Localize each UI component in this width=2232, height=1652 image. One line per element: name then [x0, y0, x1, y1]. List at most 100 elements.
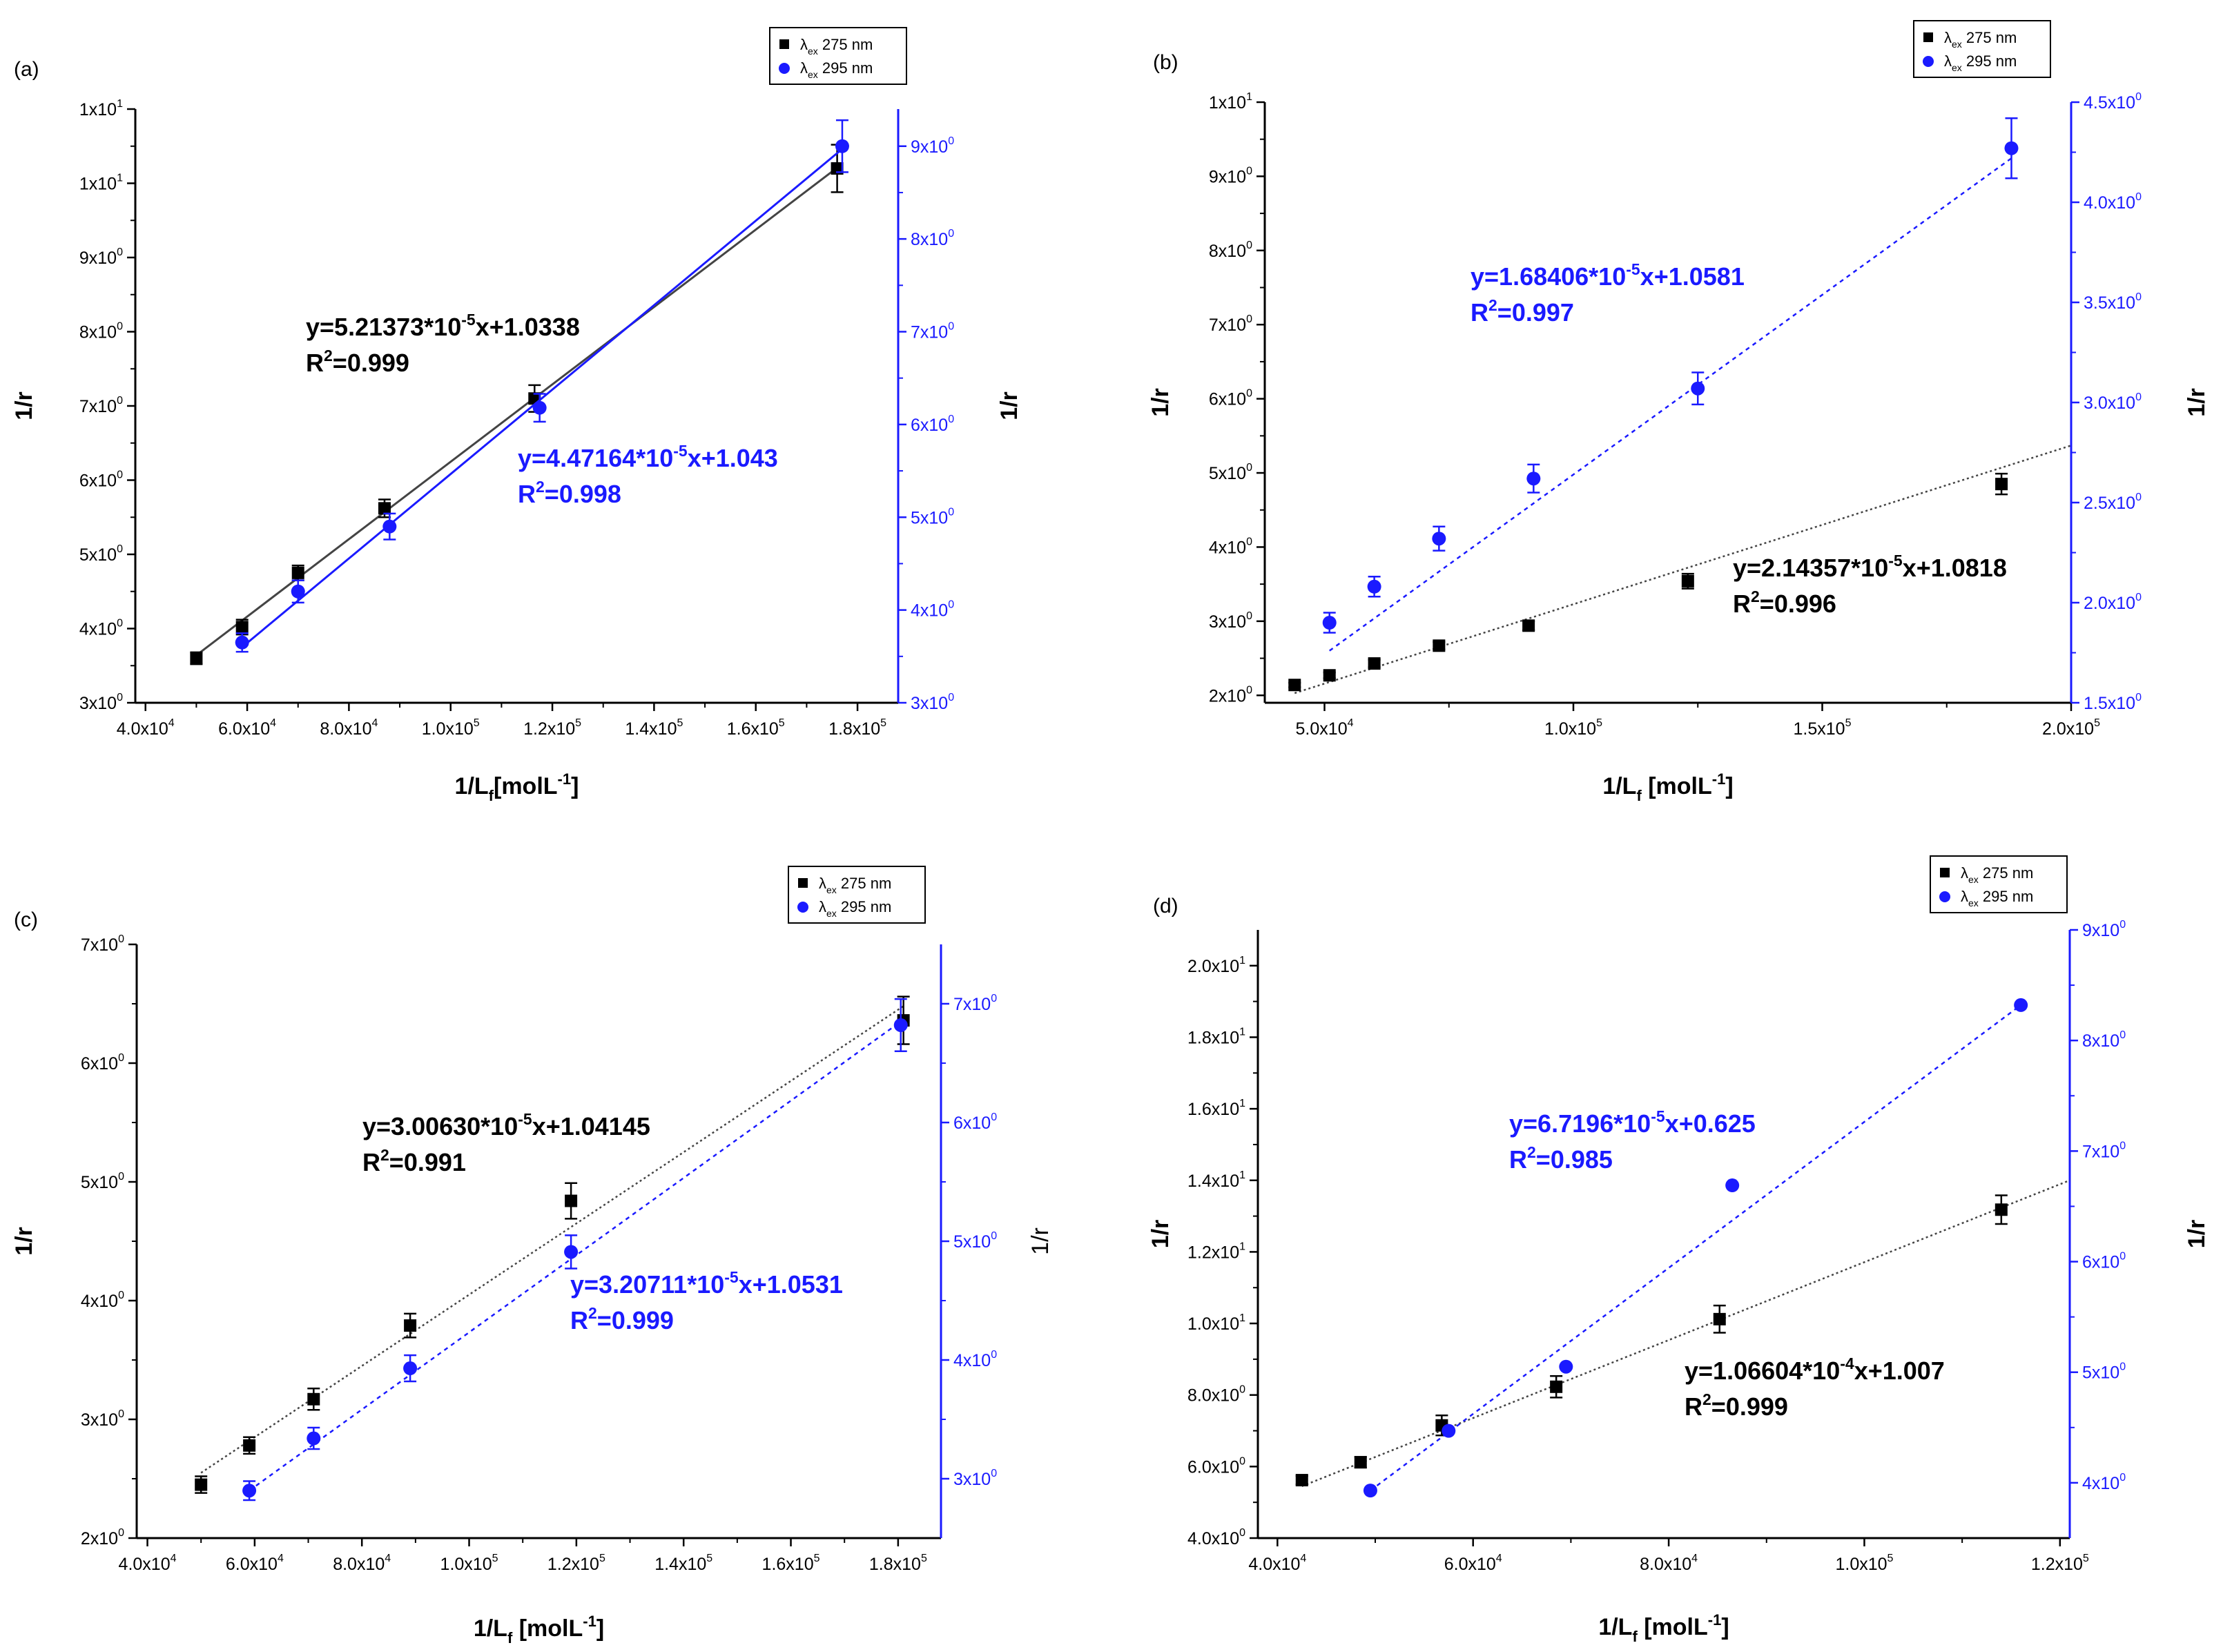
- x-tick-label-exp: 5: [921, 1553, 927, 1564]
- data-point-square: [190, 652, 203, 665]
- y-axis-title-right: 1/r: [2184, 388, 2210, 417]
- x-tick-label: 4.0x104: [117, 717, 175, 739]
- x-tick-label: 1.8x105: [869, 1553, 927, 1574]
- y-left-tick-label-base: 3x10: [1209, 612, 1246, 632]
- legend-subscript: ex: [1968, 874, 1979, 885]
- y-left-tick-label-base: 9x10: [1209, 167, 1246, 186]
- legend-box: [1930, 855, 2068, 913]
- y-left-tick-label: 1.8x101: [1187, 1026, 1245, 1047]
- x-tick-label-base: 5.0x10: [1296, 719, 1348, 739]
- y-right-tick-label-base: 1.5x10: [2084, 694, 2135, 713]
- data-point-square: [1368, 657, 1381, 670]
- y-left-tick-label-base: 8x10: [79, 323, 117, 342]
- y-left-tick-label-exp: 1: [1239, 1098, 1245, 1109]
- x-tick-label: 1.0x105: [440, 1553, 498, 1574]
- y-left-tick-label-base: 2x10: [81, 1529, 118, 1548]
- fit-r-squared-value: =0.999: [1711, 1392, 1788, 1421]
- y-right-tick-label: 8x100: [911, 228, 954, 249]
- y-left-tick-label: 1x101: [79, 173, 123, 194]
- x-tick-label-base: 1.0x10: [422, 719, 474, 739]
- x-tick-label-exp: 4: [1496, 1553, 1502, 1564]
- y-right-tick-label: 3x100: [911, 692, 954, 713]
- x-tick-label-base: 1.5x10: [1794, 719, 1845, 739]
- legend-symbol: λ: [1944, 52, 1952, 70]
- x-tick-label-exp: 4: [171, 1553, 177, 1564]
- fit-line-0: [1301, 1179, 2070, 1488]
- data-point-square: [1995, 478, 2008, 491]
- y-right-tick-label: 7x100: [911, 321, 954, 342]
- y-left-tick-label: 4x100: [1209, 536, 1252, 557]
- y-left-tick-label: 3x100: [1209, 610, 1252, 632]
- x-tick-label-exp: 4: [168, 717, 175, 729]
- y-left-tick-label-exp: 0: [117, 618, 123, 630]
- y-left-tick-label-exp: 0: [117, 543, 123, 555]
- y-left-tick-label: 1.2x101: [1187, 1241, 1245, 1262]
- x-tick-label-exp: 5: [880, 717, 886, 729]
- legend-marker-circle: [1923, 56, 1934, 67]
- x-tick-label-exp: 4: [385, 1553, 391, 1564]
- y-right-tick-label-base: 4x10: [911, 601, 948, 621]
- y-left-tick-label-exp: 0: [118, 1052, 124, 1064]
- y-axis-title-left: 1/r: [1147, 388, 1174, 417]
- fit-r-squared-value: =0.998: [545, 480, 621, 508]
- y-left-tick-label-exp: 0: [118, 1527, 124, 1539]
- panel-label: (c): [14, 908, 38, 931]
- y-left-tick-label: 1x101: [79, 98, 123, 119]
- data-point-circle: [382, 519, 397, 534]
- legend-label: 295 nm: [1979, 888, 2034, 905]
- x-tick-label: 6.0x104: [218, 717, 276, 739]
- y-right-tick-label-exp: 0: [991, 1349, 997, 1361]
- x-tick-label-exp: 5: [599, 1553, 605, 1564]
- legend-marker-circle: [797, 902, 808, 913]
- fit-r-squared-base: R: [1733, 590, 1751, 618]
- legend-symbol: λ: [1961, 888, 1968, 905]
- fit-r-squared-exp: 2: [1527, 1143, 1536, 1161]
- fit-r-squared-exp: 2: [588, 1304, 597, 1322]
- fit-r-squared-value: =0.996: [1760, 590, 1836, 618]
- data-point-square: [404, 1319, 417, 1332]
- y-right-tick-label-exp: 0: [991, 1468, 997, 1479]
- x-tick-label-base: 4.0x10: [119, 1555, 171, 1574]
- legend-label: 275 nm: [818, 36, 873, 53]
- legend-box: [769, 27, 907, 85]
- x-tick-label: 1.2x105: [2031, 1553, 2089, 1574]
- y-right-tick-label-base: 9x10: [911, 137, 948, 157]
- data-point-square: [1550, 1380, 1563, 1393]
- y-right-tick-label-base: 4x10: [2082, 1474, 2119, 1493]
- y-right-tick-label-exp: 0: [2135, 291, 2142, 303]
- y-left-tick-label: 6.0x100: [1187, 1455, 1245, 1477]
- x-tick-label: 6.0x104: [226, 1553, 284, 1574]
- legend-label: 295 nm: [818, 59, 873, 77]
- y-left-tick-label-exp: 1: [117, 173, 123, 184]
- fit-r-squared: R2=0.999: [1685, 1390, 1788, 1421]
- x-tick-label-exp: 5: [814, 1553, 820, 1564]
- data-point-square: [235, 621, 249, 634]
- y-axis-title-left: 1/r: [11, 1227, 37, 1256]
- data-point-square: [307, 1392, 320, 1406]
- x-tick-label-base: 1.2x10: [2031, 1555, 2083, 1574]
- y-right-tick-label: 4x100: [2082, 1472, 2126, 1493]
- data-point-circle: [307, 1431, 321, 1446]
- x-axis-title-unit: [molL: [494, 773, 558, 799]
- y-left-tick-label-exp: 0: [1246, 240, 1252, 251]
- y-left-tick-label-exp: 1: [117, 98, 123, 110]
- y-left-tick-label-exp: 1: [1239, 1169, 1245, 1181]
- legend-item-295: λex 295 nm: [819, 898, 891, 919]
- x-tick-label-exp: 4: [371, 717, 378, 729]
- data-point-circle: [1691, 381, 1705, 396]
- y-axis-title-right: 1/r: [996, 391, 1022, 420]
- x-tick-label-exp: 4: [278, 1553, 284, 1564]
- y-left-tick-label-base: 7x10: [79, 397, 117, 416]
- y-left-tick-label: 3x100: [79, 692, 123, 713]
- data-point-circle: [532, 400, 547, 415]
- x-tick-label-exp: 4: [1300, 1553, 1306, 1564]
- y-left-tick-label: 9x100: [79, 246, 123, 268]
- legend-marker-square: [779, 39, 789, 49]
- y-right-tick-label-base: 4x10: [953, 1351, 991, 1370]
- y-right-tick-label: 1.5x100: [2084, 692, 2142, 713]
- data-point-circle: [235, 635, 249, 650]
- y-left-tick-label-base: 1.0x10: [1187, 1314, 1239, 1334]
- y-left-tick-label: 5x100: [81, 1171, 124, 1192]
